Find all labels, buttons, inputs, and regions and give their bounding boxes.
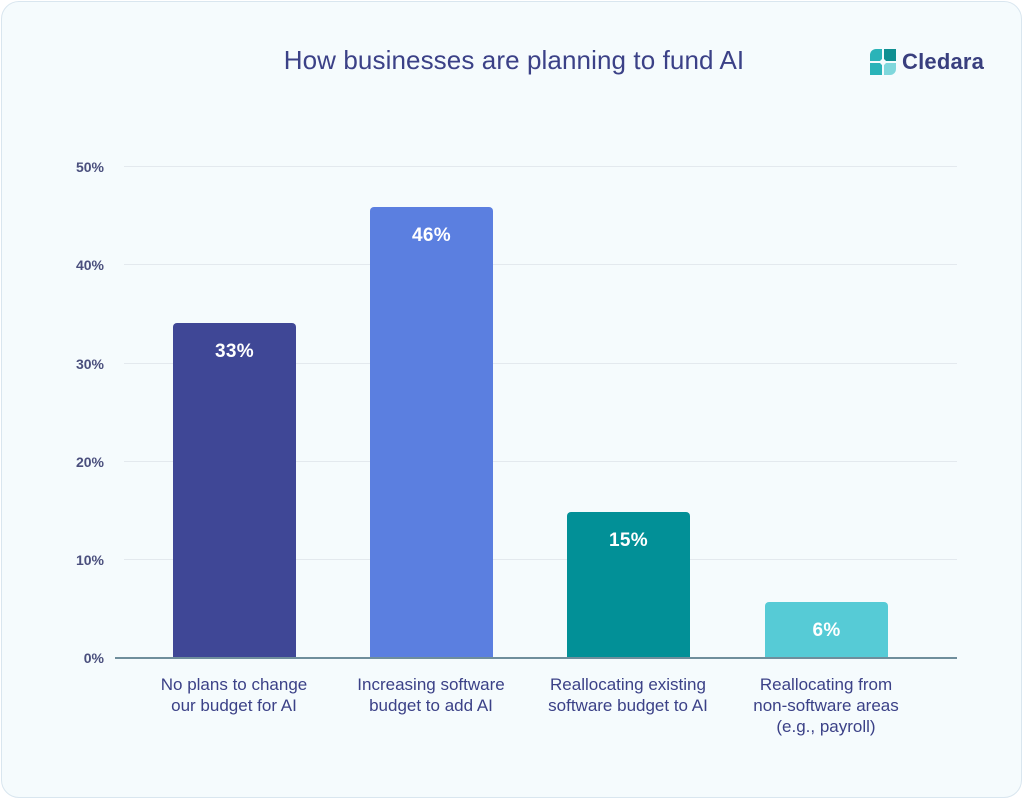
gridline-30 [124,363,957,364]
x-label-line: (e.g., payroll) [776,717,876,736]
gridline-10 [124,559,957,560]
x-label-line: non-software areas [753,696,899,715]
bar-increasing-software-budget: 46% [370,207,493,657]
bar-value-label: 6% [812,620,841,641]
y-tick-30: 30% [75,356,104,372]
x-label-line: Increasing software [357,675,505,694]
gridline-20 [124,461,957,462]
x-label-no-plans: No plans to change our budget for AI [134,674,334,716]
y-tick-0: 0% [83,650,104,666]
x-label-line: Reallocating existing [550,675,706,694]
x-label-line: Reallocating from [759,675,893,694]
brand-name: Cledara [902,49,985,74]
y-tick-40: 40% [75,257,104,273]
bar-value-label: 15% [609,530,648,551]
x-label-line: our budget for AI [171,696,297,715]
y-tick-10: 10% [75,552,104,568]
x-axis-baseline [115,657,957,659]
bar-value-label: 33% [215,341,254,362]
x-label-line: budget to add AI [369,696,493,715]
y-tick-50: 50% [75,159,104,175]
x-label-reallocating-non-software: Reallocating from non-software areas (e.… [726,674,926,737]
x-label-increasing-software: Increasing software budget to add AI [331,674,531,716]
chart-title: How businesses are planning to fund AI [283,45,745,75]
x-label-line: No plans to change [160,675,308,694]
y-tick-20: 20% [75,454,104,470]
gridline-50 [124,166,957,167]
bar-reallocating-software-budget: 15% [567,512,690,657]
bar-no-plans: 33% [173,323,296,657]
bar-reallocating-non-software: 6% [765,602,888,657]
x-label-line: software budget to AI [548,696,708,715]
gridline-40 [124,264,957,265]
bar-value-label: 46% [412,225,451,246]
x-label-reallocating-existing: Reallocating existing software budget to… [528,674,728,716]
cledara-logo-icon [870,49,896,75]
brand-logo: Cledara [870,49,984,75]
